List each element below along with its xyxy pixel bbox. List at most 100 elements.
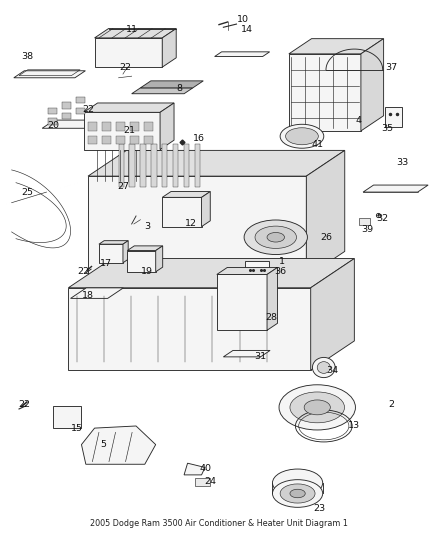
Text: 27: 27 bbox=[117, 182, 129, 191]
Text: 13: 13 bbox=[348, 422, 360, 431]
Ellipse shape bbox=[317, 362, 330, 373]
Polygon shape bbox=[195, 144, 200, 187]
Polygon shape bbox=[217, 274, 267, 330]
Polygon shape bbox=[132, 88, 193, 94]
Polygon shape bbox=[14, 71, 85, 78]
Polygon shape bbox=[162, 191, 210, 197]
Polygon shape bbox=[289, 54, 361, 131]
Polygon shape bbox=[223, 350, 270, 357]
Text: 8: 8 bbox=[177, 84, 183, 93]
Polygon shape bbox=[84, 103, 174, 112]
Text: 21: 21 bbox=[124, 126, 135, 135]
Polygon shape bbox=[160, 103, 174, 150]
Bar bbox=[116, 136, 125, 144]
Text: 3: 3 bbox=[144, 222, 150, 231]
Bar bbox=[130, 136, 139, 144]
Text: 40: 40 bbox=[200, 464, 212, 473]
Polygon shape bbox=[363, 185, 428, 192]
Polygon shape bbox=[361, 39, 384, 131]
Text: 34: 34 bbox=[326, 366, 339, 375]
Text: 26: 26 bbox=[320, 233, 332, 242]
Polygon shape bbox=[267, 268, 278, 330]
Polygon shape bbox=[127, 246, 162, 251]
Polygon shape bbox=[48, 118, 57, 125]
Text: 35: 35 bbox=[381, 124, 393, 133]
Bar bbox=[88, 123, 97, 131]
Ellipse shape bbox=[286, 128, 318, 145]
Text: 38: 38 bbox=[21, 52, 33, 61]
Ellipse shape bbox=[304, 400, 330, 415]
Ellipse shape bbox=[290, 489, 305, 498]
Text: 23: 23 bbox=[313, 504, 325, 513]
Text: 16: 16 bbox=[193, 134, 205, 143]
Polygon shape bbox=[68, 259, 354, 288]
Polygon shape bbox=[95, 38, 162, 67]
Bar bbox=[116, 123, 125, 131]
Text: 12: 12 bbox=[185, 220, 197, 229]
Polygon shape bbox=[88, 150, 345, 176]
Text: 19: 19 bbox=[141, 268, 153, 276]
Polygon shape bbox=[162, 29, 176, 67]
Text: 2005 Dodge Ram 3500 Air Conditioner & Heater Unit Diagram 1: 2005 Dodge Ram 3500 Air Conditioner & He… bbox=[90, 519, 348, 528]
Text: 1: 1 bbox=[279, 257, 285, 265]
Polygon shape bbox=[195, 478, 210, 486]
Polygon shape bbox=[311, 259, 354, 370]
Polygon shape bbox=[385, 107, 403, 127]
Polygon shape bbox=[95, 29, 176, 38]
Polygon shape bbox=[99, 244, 123, 263]
Polygon shape bbox=[99, 241, 128, 244]
Text: 41: 41 bbox=[311, 140, 323, 149]
Ellipse shape bbox=[267, 232, 285, 242]
Polygon shape bbox=[162, 197, 201, 227]
Bar bbox=[102, 136, 111, 144]
Polygon shape bbox=[123, 241, 128, 263]
Polygon shape bbox=[119, 144, 124, 187]
Text: 18: 18 bbox=[82, 291, 94, 300]
Bar bbox=[144, 136, 152, 144]
Polygon shape bbox=[62, 102, 71, 109]
Bar bbox=[88, 136, 97, 144]
Polygon shape bbox=[173, 144, 178, 187]
Ellipse shape bbox=[312, 358, 335, 377]
Polygon shape bbox=[306, 150, 345, 277]
Text: 5: 5 bbox=[100, 440, 106, 449]
Text: 39: 39 bbox=[361, 225, 374, 234]
Text: 22: 22 bbox=[119, 63, 131, 71]
Text: 28: 28 bbox=[265, 312, 277, 321]
Text: 17: 17 bbox=[99, 260, 112, 268]
Polygon shape bbox=[289, 39, 384, 54]
Bar bbox=[102, 123, 111, 131]
Polygon shape bbox=[127, 251, 155, 272]
Polygon shape bbox=[42, 120, 102, 128]
Text: 22: 22 bbox=[19, 400, 31, 409]
Polygon shape bbox=[71, 288, 124, 298]
Polygon shape bbox=[155, 246, 162, 272]
Polygon shape bbox=[53, 406, 81, 428]
Ellipse shape bbox=[290, 392, 345, 423]
Polygon shape bbox=[76, 97, 85, 103]
Polygon shape bbox=[84, 112, 160, 150]
Ellipse shape bbox=[279, 385, 356, 430]
Ellipse shape bbox=[280, 484, 315, 503]
Text: 20: 20 bbox=[47, 121, 59, 130]
Text: 24: 24 bbox=[204, 478, 216, 486]
Text: 22: 22 bbox=[78, 268, 90, 276]
Text: 15: 15 bbox=[71, 424, 83, 433]
Text: 33: 33 bbox=[396, 158, 409, 167]
Polygon shape bbox=[184, 144, 189, 187]
Polygon shape bbox=[130, 144, 135, 187]
Polygon shape bbox=[81, 426, 155, 464]
Text: 11: 11 bbox=[126, 26, 138, 35]
Polygon shape bbox=[48, 108, 57, 114]
Text: 4: 4 bbox=[356, 116, 362, 125]
Text: 14: 14 bbox=[241, 26, 253, 35]
Polygon shape bbox=[215, 52, 270, 56]
Bar bbox=[144, 123, 152, 131]
Polygon shape bbox=[62, 113, 71, 119]
Polygon shape bbox=[162, 144, 167, 187]
Polygon shape bbox=[141, 81, 203, 88]
Text: 37: 37 bbox=[385, 63, 398, 71]
Ellipse shape bbox=[244, 220, 307, 255]
Polygon shape bbox=[245, 261, 269, 275]
Polygon shape bbox=[68, 288, 311, 370]
